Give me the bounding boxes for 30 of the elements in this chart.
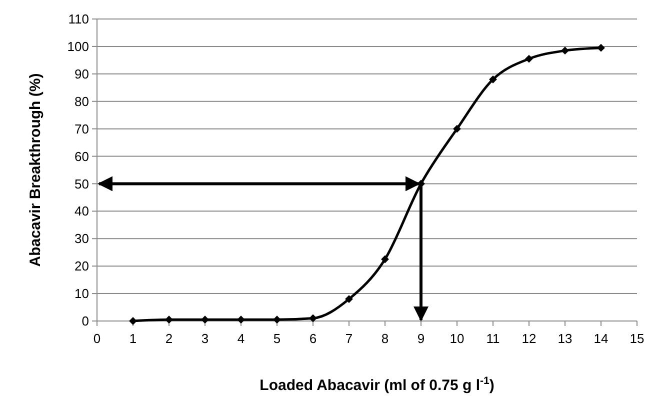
y-axis-title: Abacavir Breakthrough (%) — [27, 73, 44, 267]
x-tick-label: 14 — [594, 331, 608, 346]
x-tick-label: 7 — [345, 331, 353, 346]
y-tick-label: 0 — [82, 314, 89, 329]
x-tick-label: 12 — [522, 331, 536, 346]
y-tick-label: 110 — [68, 12, 89, 27]
x-tick-label: 10 — [450, 331, 464, 346]
x-tick-label: 5 — [273, 331, 281, 346]
y-tick-label: 20 — [74, 258, 89, 274]
y-tick-label: 50 — [74, 176, 89, 192]
x-tick-label: 0 — [93, 331, 101, 346]
x-tick-label: 6 — [309, 331, 317, 346]
y-tick-label: 80 — [74, 94, 89, 109]
x-tick-label: 8 — [381, 331, 389, 346]
y-tick-label: 90 — [74, 66, 89, 82]
y-tick-label: 40 — [74, 204, 89, 219]
y-tick-label: 100 — [67, 39, 89, 54]
x-tick-label: 13 — [558, 331, 572, 346]
x-tick-label: 9 — [417, 331, 425, 346]
y-tick-label: 70 — [74, 121, 89, 136]
x-tick-label: 2 — [165, 331, 173, 346]
x-tick-label: 1 — [129, 331, 137, 346]
x-tick-label: 4 — [237, 331, 245, 346]
y-tick-label: 10 — [74, 286, 89, 302]
x-axis-title: Loaded Abacavir (ml of 0.75 g l$^{-1}$) — [260, 375, 494, 394]
x-tick-label: 11 — [486, 331, 500, 346]
x-tick-label: 15 — [630, 331, 644, 346]
y-tick-label: 30 — [74, 231, 89, 246]
x-tick-label: 3 — [201, 331, 209, 346]
y-tick-label: 60 — [74, 148, 89, 164]
